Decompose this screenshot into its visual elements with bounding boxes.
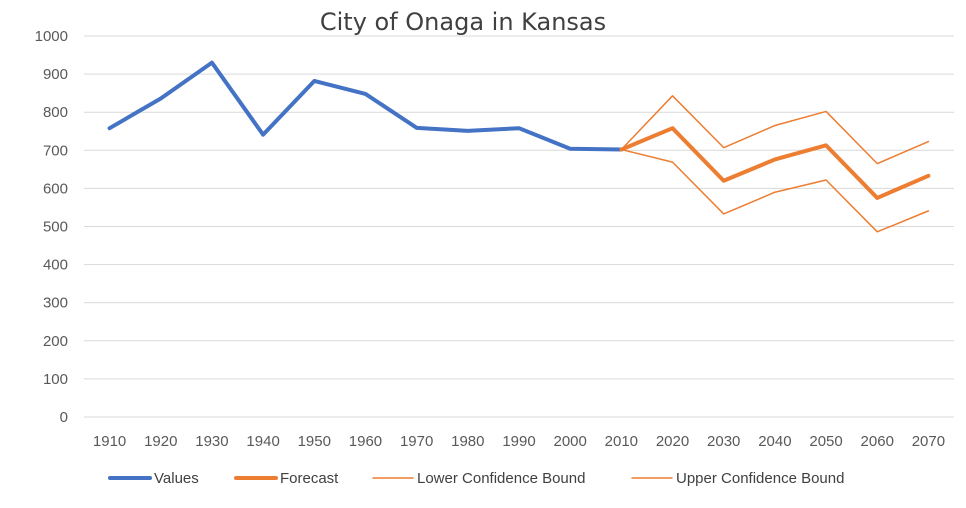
- x-tick-label: 2040: [758, 433, 791, 450]
- y-tick-label: 600: [43, 180, 68, 197]
- x-tick-label: 1930: [195, 433, 228, 450]
- x-tick-label: 2010: [605, 433, 638, 450]
- series-line-upper-confidence-bound: [620, 95, 930, 165]
- y-tick-label: 800: [43, 104, 68, 121]
- y-tick-label: 500: [43, 219, 68, 236]
- x-tick-label: 2030: [707, 433, 740, 450]
- x-tick-label: 2020: [656, 433, 689, 450]
- y-tick-label: 900: [43, 66, 68, 83]
- y-tick-label: 200: [43, 333, 68, 350]
- chart-title: City of Onaga in Kansas: [319, 8, 607, 36]
- x-tick-label: 1950: [298, 433, 331, 450]
- y-tick-label: 300: [43, 295, 68, 312]
- x-tick-label: 2060: [861, 433, 894, 450]
- x-tick-label: 1910: [93, 433, 126, 450]
- x-tick-label: 2070: [912, 433, 945, 450]
- legend-label-upper-confidence-bound: Upper Confidence Bound: [676, 470, 844, 487]
- x-tick-label: 1960: [349, 433, 382, 450]
- x-tick-label: 1920: [144, 433, 177, 450]
- y-tick-label: 700: [43, 142, 68, 159]
- x-tick-label: 1990: [502, 433, 535, 450]
- x-tick-label: 1970: [400, 433, 433, 450]
- series-line-values: [107, 60, 624, 152]
- x-tick-label: 1940: [246, 433, 279, 450]
- y-tick-label: 400: [43, 257, 68, 274]
- legend-label-forecast: Forecast: [280, 470, 339, 487]
- series-line-forecast: [619, 126, 931, 200]
- legend-label-values: Values: [154, 470, 199, 487]
- x-tick-label: 2050: [809, 433, 842, 450]
- y-tick-label: 0: [60, 409, 68, 426]
- y-tick-label: 100: [43, 371, 68, 388]
- x-tick-label: 1980: [451, 433, 484, 450]
- legend-label-lower-confidence-bound: Lower Confidence Bound: [417, 470, 585, 487]
- series-line-lower-confidence-bound: [620, 148, 930, 233]
- y-tick-label: 1000: [35, 28, 68, 45]
- x-tick-label: 2000: [553, 433, 586, 450]
